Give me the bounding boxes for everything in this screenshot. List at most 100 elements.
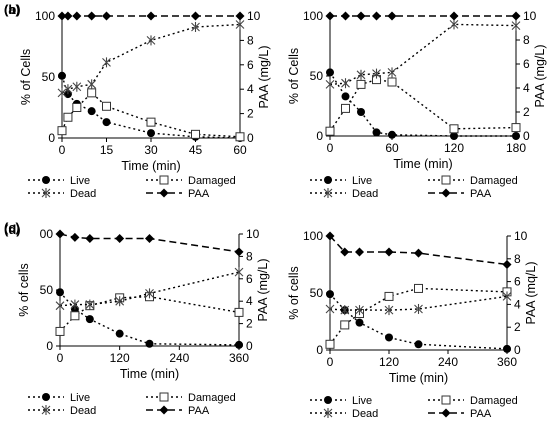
data-point [115, 329, 124, 338]
x-tick-label: 30 [144, 143, 158, 157]
x-tick-label: 45 [189, 143, 203, 157]
x-axis-label: Time (min) [389, 371, 448, 385]
data-point [191, 21, 200, 32]
data-point [63, 11, 73, 21]
data-point [235, 340, 243, 349]
data-point [325, 126, 335, 136]
data-point [414, 283, 423, 293]
y-right-tick-label: 6 [523, 57, 530, 71]
data-point [325, 11, 335, 21]
data-point [503, 344, 511, 353]
y-right-tick-label: 10 [246, 227, 260, 241]
data-point [385, 333, 393, 342]
data-point [372, 128, 381, 137]
data-point [55, 326, 65, 336]
series-line [329, 235, 508, 266]
series-line [59, 295, 240, 332]
y-right-tick-label: 8 [247, 33, 254, 47]
y-right-tick-label: 0 [247, 131, 254, 145]
legend-marker [159, 188, 169, 198]
data-point [234, 307, 244, 317]
data-point [512, 132, 520, 140]
series-line [61, 23, 241, 94]
legend: Live Damaged Dead PAA [28, 392, 236, 417]
legend-label: Dead [352, 408, 378, 420]
panel-label: (a) [4, 2, 20, 17]
x-tick-label: 360 [497, 355, 517, 369]
series-damaged [325, 283, 512, 349]
legend-item: Dead [310, 408, 378, 420]
data-point [85, 233, 95, 243]
legend-marker [323, 408, 333, 418]
legend-marker [324, 396, 332, 404]
y-left-tick-label: 0 [316, 129, 323, 143]
series-live [326, 68, 520, 140]
data-point [325, 339, 335, 349]
x-tick-label: 60 [385, 141, 399, 155]
panel-label: (d) [4, 222, 21, 237]
y-right-tick-label: 2 [523, 105, 530, 119]
y-axis-label-left: % of Cells [19, 49, 33, 105]
data-point [234, 247, 244, 257]
legend-marker [441, 408, 451, 418]
data-point [414, 340, 423, 349]
legend-marker [159, 392, 169, 402]
legend-item: PAA [146, 405, 210, 417]
data-point [414, 303, 423, 314]
x-tick-label: 60 [233, 143, 247, 157]
data-point [102, 118, 111, 127]
data-point [511, 123, 521, 133]
y-left-tick-label: 100 [35, 9, 55, 23]
data-point [449, 19, 459, 30]
legend: Live Damaged Dead PAA [310, 175, 518, 200]
data-point [87, 107, 96, 116]
data-point [57, 11, 67, 21]
legend-marker [323, 188, 333, 198]
panel-label: (b) [4, 2, 21, 17]
legend-marker [41, 405, 51, 415]
data-point [325, 231, 335, 241]
data-point [191, 129, 200, 139]
data-point [341, 11, 350, 21]
y-right-tick-label: 8 [514, 252, 521, 266]
y-right-tick-label: 6 [247, 58, 254, 72]
legend-item: Damaged [428, 175, 518, 187]
legend-label: Damaged [188, 175, 236, 187]
legend-item: Dead [310, 188, 378, 200]
y-left-tick-label: 50 [310, 286, 324, 300]
data-point [449, 11, 459, 21]
data-point [55, 229, 65, 239]
data-point [58, 71, 66, 80]
data-point [356, 69, 366, 80]
legend-item: Live [310, 175, 372, 187]
data-point [147, 129, 155, 138]
data-point [341, 78, 350, 89]
legend-item: Damaged [146, 175, 236, 187]
x-tick-label: 180 [506, 141, 526, 155]
legend-label: Live [70, 392, 90, 404]
series-line [329, 23, 517, 86]
data-point [56, 288, 64, 297]
y-left-tick-label: 100 [303, 9, 323, 23]
x-tick-label: 120 [110, 351, 130, 365]
data-point [85, 315, 94, 324]
legend-item: Live [310, 395, 372, 407]
series-line [59, 271, 240, 307]
data-point [341, 103, 350, 113]
data-point [87, 79, 97, 90]
data-point [341, 92, 350, 101]
series-paa [325, 11, 521, 21]
data-point [372, 68, 381, 79]
series-damaged [55, 292, 244, 336]
data-point [145, 288, 154, 299]
x-tick-label: 0 [59, 143, 66, 157]
legend-label: Damaged [470, 395, 518, 407]
data-point [146, 11, 156, 21]
x-axis-label: Time (min) [393, 157, 452, 171]
x-tick-label: 0 [327, 141, 334, 155]
data-point [511, 11, 521, 21]
legend-item: Live [28, 175, 90, 187]
data-point [85, 299, 95, 310]
